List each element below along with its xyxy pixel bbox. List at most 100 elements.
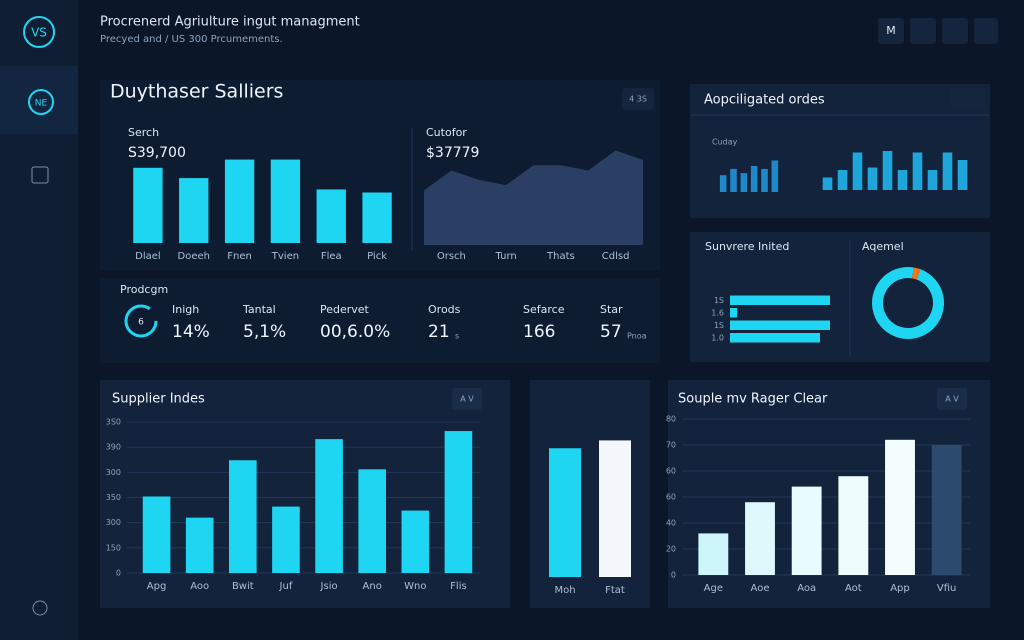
x-tick-label: Aoa bbox=[797, 583, 816, 594]
x-tick-label: Dlael bbox=[135, 251, 161, 262]
kpi-ring bbox=[124, 304, 158, 338]
bar bbox=[229, 460, 257, 573]
bar bbox=[957, 160, 968, 190]
icon-button[interactable] bbox=[910, 18, 936, 44]
bar bbox=[179, 178, 209, 243]
logo-ring bbox=[23, 16, 55, 48]
kpi-value: 14% bbox=[172, 322, 210, 342]
chart-title: Sunvrere Inited bbox=[705, 240, 789, 253]
icon-button[interactable] bbox=[942, 18, 968, 44]
kpi-value: 57 bbox=[600, 322, 622, 342]
bar bbox=[270, 159, 301, 243]
bar bbox=[401, 510, 430, 573]
bar bbox=[885, 439, 915, 575]
y-tick-label: 1S bbox=[714, 321, 724, 330]
kpi-value: 5,1% bbox=[243, 322, 286, 342]
logo: VS bbox=[31, 26, 47, 40]
chart-title: Cuday bbox=[712, 138, 738, 147]
panel-control[interactable] bbox=[950, 89, 986, 109]
x-tick-label: Ano bbox=[363, 581, 382, 592]
y-tick-label: 0 bbox=[116, 569, 121, 578]
bar bbox=[931, 445, 962, 575]
bar bbox=[730, 320, 830, 330]
app-title: Procrenerd Agriulture ingut managment bbox=[100, 15, 360, 30]
x-tick-label: App bbox=[890, 583, 910, 594]
y-tick-label: 350 bbox=[106, 493, 121, 502]
x-tick-label: Aot bbox=[845, 583, 862, 594]
card bbox=[100, 278, 660, 363]
bar bbox=[791, 486, 822, 575]
chart-subtitle: $37779 bbox=[426, 145, 479, 161]
chart-title: Aqemel bbox=[862, 240, 904, 253]
bar bbox=[897, 170, 908, 190]
kpi-label: Tantal bbox=[242, 303, 276, 316]
card bbox=[530, 380, 650, 608]
y-tick-label: 390 bbox=[106, 443, 121, 452]
bar bbox=[837, 170, 848, 190]
x-tick-label: Flis bbox=[450, 581, 467, 592]
y-tick-label: 1.0 bbox=[711, 333, 724, 342]
x-tick-label: Pick bbox=[367, 251, 387, 262]
y-tick-label: 3S0 bbox=[106, 418, 121, 427]
panel-control-label[interactable]: 4 3S bbox=[629, 95, 647, 104]
bar bbox=[358, 469, 386, 573]
panel-title: Aopciligated ordes bbox=[704, 93, 825, 108]
bar bbox=[745, 502, 775, 575]
bar bbox=[185, 517, 214, 573]
x-tick-label: Fnen bbox=[227, 251, 252, 262]
chart-control[interactable] bbox=[452, 388, 482, 410]
bar bbox=[444, 431, 473, 573]
bar bbox=[698, 533, 729, 575]
x-tick-label: Turn bbox=[495, 251, 517, 262]
kpi-label: Pedervet bbox=[320, 303, 370, 316]
y-tick-label: 70 bbox=[666, 441, 676, 450]
user-initial[interactable]: M bbox=[886, 24, 896, 37]
nav-badge-ring[interactable] bbox=[28, 89, 54, 115]
y-tick-label: 300 bbox=[106, 518, 121, 527]
chart-control-label[interactable]: A V bbox=[945, 395, 959, 404]
bar bbox=[142, 496, 171, 573]
kpi-ring-label: 6 bbox=[138, 318, 144, 328]
settings-icon[interactable] bbox=[32, 600, 48, 616]
x-tick-label: Apg bbox=[147, 581, 167, 592]
panel-title: Duythaser Salliers bbox=[110, 81, 283, 103]
bar bbox=[315, 439, 343, 573]
x-tick-label: Doeeh bbox=[178, 251, 210, 262]
bar bbox=[852, 152, 863, 190]
kpi-label: Inigh bbox=[172, 303, 199, 316]
kpi-label: Sefarce bbox=[523, 303, 565, 316]
bar bbox=[316, 189, 346, 243]
panel-control[interactable] bbox=[622, 88, 654, 110]
bar bbox=[867, 167, 878, 190]
kpi-value: 166 bbox=[523, 322, 555, 342]
y-tick-label: 80 bbox=[666, 415, 676, 424]
bar bbox=[730, 333, 820, 343]
y-tick-label: 1S bbox=[714, 296, 724, 305]
chart-title: Cutofor bbox=[426, 126, 467, 139]
sidebar-active bbox=[0, 66, 78, 134]
kpi-label: Orods bbox=[428, 303, 461, 316]
x-tick-label: Orsch bbox=[437, 251, 466, 262]
chart-control[interactable] bbox=[937, 388, 967, 410]
y-tick-label: 150 bbox=[106, 543, 121, 552]
bar bbox=[133, 167, 163, 243]
y-tick-label: 20 bbox=[666, 545, 676, 554]
kpi-unit: Pnoa bbox=[627, 332, 647, 341]
bar bbox=[771, 160, 779, 192]
x-tick-label: Aoe bbox=[751, 583, 770, 594]
nav-icon[interactable] bbox=[31, 166, 49, 184]
user-button[interactable] bbox=[878, 18, 904, 44]
chart-subtitle: S39,700 bbox=[128, 145, 186, 161]
bar bbox=[761, 168, 768, 192]
y-tick-label: 300 bbox=[106, 468, 121, 477]
y-tick-label: 1.6 bbox=[711, 308, 724, 317]
x-tick-label: Wno bbox=[404, 581, 426, 592]
chart-control-label[interactable]: A V bbox=[460, 395, 474, 404]
kpi-label: Star bbox=[600, 303, 623, 316]
kpi-unit: s bbox=[455, 332, 459, 341]
menu-button[interactable] bbox=[974, 18, 998, 44]
x-tick-label: Tvien bbox=[271, 251, 299, 262]
nav-badge[interactable]: NE bbox=[35, 99, 48, 109]
